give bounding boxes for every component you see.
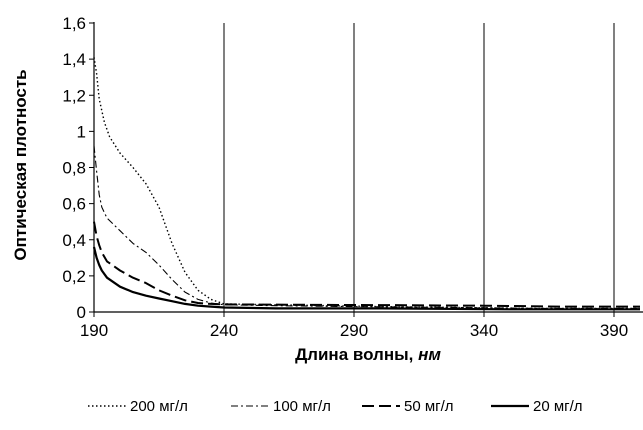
series-line-4 — [92, 246, 640, 311]
y-tick-label: 1 — [77, 122, 86, 141]
legend: 200 мг/л 100 мг/л 50 мг/л 20 мг/л — [88, 398, 583, 415]
x-axis-title-unit: нм — [418, 345, 441, 364]
y-tick-label: 0,2 — [62, 267, 86, 286]
series-line-2 — [93, 145, 640, 309]
legend-label-3: 50 мг/л — [404, 398, 454, 415]
grid-lines — [223, 23, 615, 312]
y-tick-label: 1,2 — [62, 86, 86, 105]
legend-label-4: 20 мг/л — [533, 398, 583, 415]
x-axis-title: Длина волны, нм — [295, 345, 441, 364]
x-tick-label: 390 — [600, 321, 628, 340]
series-line-3 — [93, 221, 640, 308]
y-tick-label: 1,6 — [62, 14, 86, 33]
y-tick-label: 0 — [77, 303, 86, 322]
x-tick-label: 290 — [340, 321, 368, 340]
axes — [89, 22, 643, 317]
x-axis-title-main: Длина волны, — [295, 345, 418, 364]
legend-label-2: 100 мг/л — [273, 398, 331, 415]
y-tick-label: 0,4 — [62, 231, 86, 250]
x-tick-label: 190 — [80, 321, 108, 340]
legend-label-1: 200 мг/л — [130, 398, 188, 415]
y-tick-label: 0,8 — [62, 159, 86, 178]
x-tick-label: 240 — [210, 321, 238, 340]
y-tick-label: 1,4 — [62, 50, 86, 69]
y-tick-label: 0,6 — [62, 195, 86, 214]
y-axis-title: Оптическая плотность — [11, 69, 30, 260]
tick-labels: 190 240 290 340 390 0 0,2 0,4 0,6 0,8 1 1,2 1,4 1,6 — [62, 14, 628, 340]
series-lines — [92, 57, 640, 311]
x-tick-label: 340 — [470, 321, 498, 340]
